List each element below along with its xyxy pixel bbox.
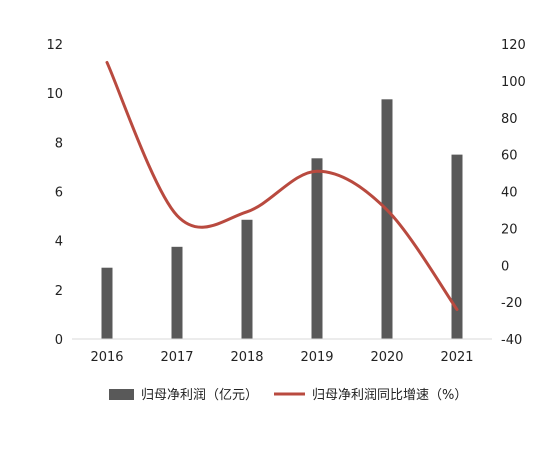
left-axis-tick-label: 8 bbox=[55, 136, 63, 151]
left-axis-tick-label: 10 bbox=[46, 87, 63, 102]
x-axis-tick-label: 2018 bbox=[230, 350, 263, 365]
legend-line-label: 归母净利润同比增速（%） bbox=[312, 388, 467, 403]
legend-bar-swatch bbox=[109, 389, 134, 400]
bar bbox=[451, 154, 463, 339]
right-axis-tick-label: 40 bbox=[501, 186, 518, 201]
x-axis-tick-label: 2021 bbox=[440, 350, 473, 365]
bar bbox=[381, 99, 393, 339]
left-y-axis: 0 2 4 6 8 10 12 bbox=[46, 38, 63, 348]
growth-line bbox=[105, 60, 459, 311]
right-axis-tick-label: -20 bbox=[501, 296, 522, 311]
x-axis-tick-label: 2017 bbox=[160, 350, 193, 365]
bar bbox=[311, 158, 323, 339]
right-y-axis: -40 -20 0 20 40 60 80 100 120 bbox=[501, 38, 526, 348]
right-axis-tick-label: 100 bbox=[501, 75, 526, 90]
right-axis-tick-label: 0 bbox=[501, 259, 509, 274]
x-axis-tick-label: 2016 bbox=[90, 350, 123, 365]
bar-series bbox=[101, 99, 463, 339]
right-axis-tick-label: 20 bbox=[501, 222, 518, 237]
right-axis-tick-label: 120 bbox=[501, 38, 526, 53]
left-axis-tick-label: 4 bbox=[55, 235, 63, 250]
bar bbox=[101, 267, 113, 339]
legend: 归母净利润（亿元） 归母净利润同比增速（%） bbox=[109, 388, 467, 403]
left-axis-tick-label: 2 bbox=[55, 284, 63, 299]
x-axis: 2016 2017 2018 2019 2020 2021 bbox=[72, 338, 492, 365]
right-axis-tick-label: 80 bbox=[501, 112, 518, 127]
bar bbox=[241, 219, 253, 339]
right-axis-tick-label: -40 bbox=[501, 333, 522, 348]
left-axis-tick-label: 12 bbox=[46, 38, 63, 53]
x-axis-tick-label: 2019 bbox=[300, 350, 333, 365]
bar bbox=[171, 246, 183, 339]
x-axis-tick-label: 2020 bbox=[370, 350, 403, 365]
left-axis-tick-label: 6 bbox=[55, 186, 63, 201]
legend-bar-label: 归母净利润（亿元） bbox=[141, 388, 258, 403]
right-axis-tick-label: 60 bbox=[501, 149, 518, 164]
left-axis-tick-label: 0 bbox=[55, 333, 63, 348]
